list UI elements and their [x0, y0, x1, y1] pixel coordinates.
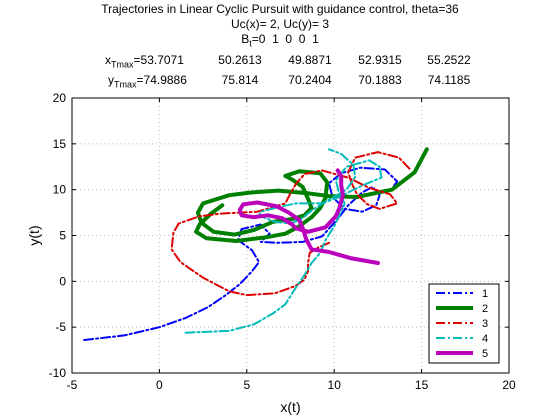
yt-subscript: Tmax — [114, 79, 137, 90]
y-tick-label: 15 — [53, 137, 67, 151]
x-tick-label: -5 — [67, 378, 78, 392]
series-lines — [83, 147, 429, 341]
x-tick-label: 0 — [156, 378, 163, 392]
xt-prefix: x — [105, 53, 111, 67]
xt-value-4: 52.9315 — [358, 53, 402, 67]
y-tick-label: 10 — [53, 183, 67, 197]
x-tick-label: 15 — [415, 378, 429, 392]
y-tick-label: 20 — [53, 91, 67, 105]
x-tick-label: 5 — [243, 378, 250, 392]
series-line-3 — [170, 151, 411, 297]
yt-value-1: 74.9886 — [143, 73, 187, 87]
xt-value-5: 55.2522 — [427, 53, 471, 67]
y-tick-label: -10 — [49, 366, 67, 380]
yt-value-3: 70.2404 — [288, 73, 332, 87]
bt-line: Bt=0 1 0 0 1 — [0, 32, 560, 48]
legend-label-1: 1 — [482, 288, 488, 300]
plot-frame — [71, 97, 510, 374]
x-tick-label: 10 — [328, 378, 342, 392]
x-axis-label: x(t) — [280, 399, 300, 415]
uc-line: Uc(x)= 2, Uc(y)= 3 — [230, 17, 329, 31]
bt-prefix: B — [241, 32, 250, 46]
legend-label-3: 3 — [482, 318, 488, 330]
legend: 1 2 3 4 5 — [428, 283, 500, 364]
y-axis-label: y(t) — [26, 225, 42, 245]
y-tick-label: 5 — [59, 229, 66, 243]
x-tick-label: 20 — [502, 378, 516, 392]
xt-value-2: 50.2613 — [218, 53, 262, 67]
xt-label: xTmax=53.7071 — [105, 53, 184, 70]
chart-title: Trajectories in Linear Cyclic Pursuit wi… — [101, 2, 459, 16]
legend-label-4: 4 — [482, 333, 488, 345]
legend-label-2: 2 — [482, 303, 488, 315]
legend-label-5: 5 — [482, 348, 488, 360]
bt-values: =0 1 0 0 1 — [251, 32, 319, 46]
yt-value-5: 74.1185 — [427, 73, 471, 87]
xt-value-1: 53.7071 — [140, 53, 184, 67]
yt-label: yTmax=74.9886 — [108, 73, 187, 90]
yt-value-4: 70.1883 — [358, 73, 402, 87]
series-line-4 — [184, 148, 383, 334]
yt-prefix: y — [108, 73, 114, 87]
series-line-2 — [194, 147, 429, 243]
xt-value-3: 49.8871 — [288, 53, 332, 67]
bt-subscript: t — [249, 38, 252, 49]
xt-subscript: Tmax — [111, 59, 134, 70]
y-tick-label: 0 — [59, 274, 66, 288]
y-tick-label: -5 — [55, 320, 66, 334]
yt-value-2: 75.814 — [221, 73, 259, 87]
series-line-5 — [237, 168, 380, 265]
